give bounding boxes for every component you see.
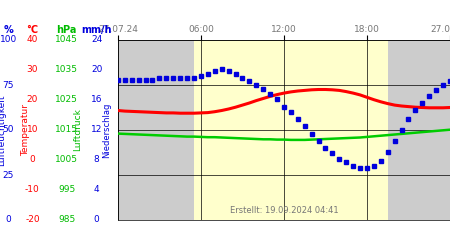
Text: 75: 75	[2, 80, 14, 90]
Text: Erstellt: 19.09.2024 04:41: Erstellt: 19.09.2024 04:41	[230, 206, 338, 214]
Bar	[194, 40, 388, 220]
Text: %: %	[3, 25, 13, 35]
Text: 100: 100	[0, 36, 17, 44]
Text: Niederschlag: Niederschlag	[102, 102, 111, 158]
Text: 16: 16	[91, 96, 103, 104]
Text: 985: 985	[58, 216, 75, 224]
Text: 1005: 1005	[55, 156, 78, 164]
Text: 0: 0	[94, 216, 99, 224]
Text: 995: 995	[58, 186, 75, 194]
Text: 50: 50	[2, 126, 14, 134]
Text: 0: 0	[30, 156, 35, 164]
Text: hPa: hPa	[56, 25, 77, 35]
Text: 25: 25	[2, 170, 14, 179]
Text: 1045: 1045	[55, 36, 78, 44]
Bar	[118, 40, 194, 220]
Text: °C: °C	[27, 25, 38, 35]
Text: 12: 12	[91, 126, 103, 134]
Text: 1015: 1015	[55, 126, 78, 134]
Text: 0: 0	[5, 216, 11, 224]
Text: 20: 20	[27, 96, 38, 104]
Text: Luftdruck: Luftdruck	[73, 108, 82, 152]
Text: 30: 30	[27, 66, 38, 74]
Text: Luftfeuchtigkeit: Luftfeuchtigkeit	[0, 94, 6, 166]
Text: mm/h: mm/h	[81, 25, 112, 35]
Text: 24: 24	[91, 36, 103, 44]
Text: 10: 10	[27, 126, 38, 134]
Text: 20: 20	[91, 66, 103, 74]
Text: Temperatur: Temperatur	[21, 104, 30, 156]
Text: 8: 8	[94, 156, 99, 164]
Text: 4: 4	[94, 186, 99, 194]
Text: -10: -10	[25, 186, 40, 194]
Text: 1035: 1035	[55, 66, 78, 74]
Text: -20: -20	[25, 216, 40, 224]
Text: 40: 40	[27, 36, 38, 44]
Bar	[388, 40, 450, 220]
Text: 1025: 1025	[55, 96, 78, 104]
